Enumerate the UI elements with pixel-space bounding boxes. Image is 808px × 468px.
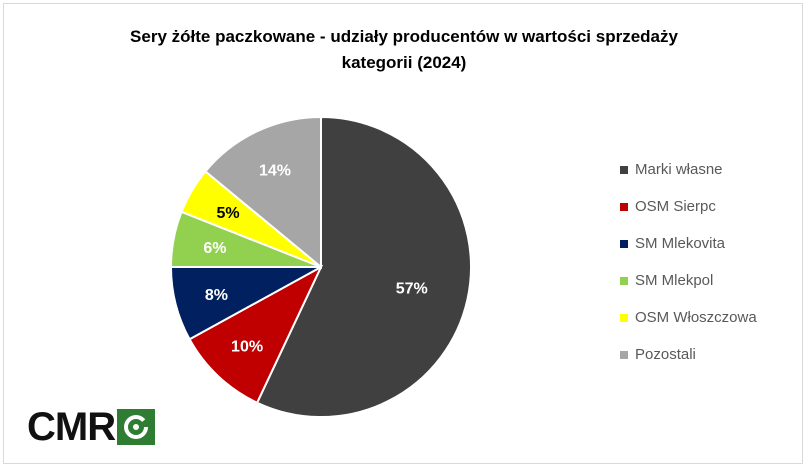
- data-label: 14%: [259, 162, 291, 179]
- legend-swatch: [620, 276, 628, 285]
- legend-label: SM Mlekpol: [635, 272, 714, 289]
- pie-slice-marki-własne: [255, 115, 472, 418]
- legend-item: SM Mlekovita: [620, 225, 757, 262]
- chart-title-line-1: Sery żółte paczkowane - udziały producen…: [130, 27, 678, 46]
- legend-label: OSM Sierpc: [635, 198, 716, 215]
- chart-title-line-2: kategorii (2024): [341, 53, 467, 72]
- legend-item: SM Mlekpol: [620, 262, 757, 299]
- data-label: 5%: [216, 205, 239, 222]
- logo-text: CMR: [27, 405, 116, 449]
- pie-slice-pozostali: [204, 115, 322, 270]
- legend-swatch: [620, 202, 628, 211]
- legend-swatch: [620, 350, 628, 359]
- legend-item: OSM Włoszczowa: [620, 299, 757, 336]
- legend-swatch: [620, 239, 628, 248]
- legend-label: SM Mlekovita: [635, 235, 726, 252]
- legend-item: Pozostali: [620, 336, 757, 373]
- legend-item: Marki własne: [620, 151, 757, 188]
- data-label: 6%: [203, 240, 226, 257]
- chart-title: Sery żółte paczkowane - udziały producen…: [0, 24, 808, 76]
- legend-item: OSM Sierpc: [620, 188, 757, 225]
- legend-label: Pozostali: [635, 346, 696, 363]
- cmr-logo-mark-icon: [117, 409, 156, 445]
- legend-label: Marki własne: [635, 161, 723, 178]
- chart-legend: Marki własne OSM Sierpc SM Mlekovita SM Mle…: [620, 151, 757, 373]
- legend-swatch: [620, 313, 628, 322]
- pie-slice-osm-sierpc: [188, 264, 324, 405]
- data-label: 8%: [205, 287, 228, 304]
- legend-swatch: [620, 165, 628, 174]
- data-label: 57%: [396, 280, 428, 297]
- legend-label: OSM Włoszczowa: [635, 309, 757, 326]
- data-label: 10%: [231, 339, 263, 356]
- cmr-logo: CMR: [27, 405, 156, 449]
